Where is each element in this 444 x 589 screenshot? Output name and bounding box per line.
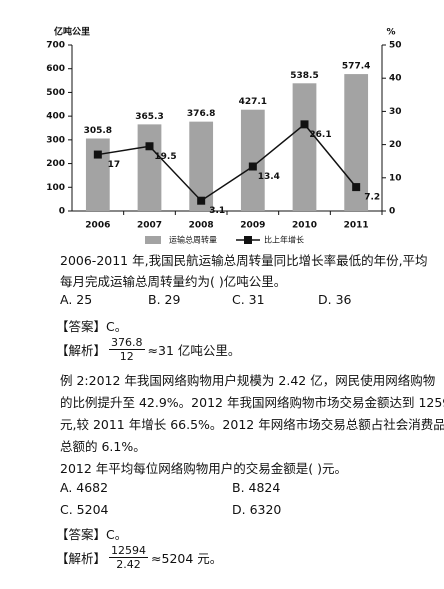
y2-tick-label: 30 (389, 107, 402, 117)
line-value-label: 17 (108, 160, 121, 170)
numerator: 12594 (109, 544, 149, 558)
line-value-label: 7.2 (364, 193, 380, 203)
x-tick-label: 2008 (189, 221, 214, 231)
bar (292, 83, 317, 211)
x-tick-label: 2007 (137, 221, 162, 231)
label: 【解析】 (56, 551, 107, 566)
bar (85, 138, 110, 211)
bar-value-label: 365.3 (135, 112, 163, 122)
q1-stem: 2006-2011 年,我国民航运输总周转量同比增长率最低的年份,平均 (60, 253, 428, 268)
chart: 亿吨公里 % 0 100 200 300 400 500 600 700 0 10 20 30 40 50… (46, 26, 402, 245)
fraction: 12594 2.42 (109, 544, 149, 571)
result: ≈5204 元。 (151, 551, 223, 566)
line-value-label: 13.4 (258, 172, 280, 182)
y-tick-label: 500 (46, 88, 65, 98)
bar-value-label: 427.1 (239, 97, 267, 107)
y-axis-label: 亿吨公里 (54, 26, 90, 38)
line-value-label: 3.1 (209, 206, 225, 216)
label: 【解析】 (56, 343, 107, 358)
x-tick-label: 2011 (344, 221, 369, 231)
q1-option: A. 25 (60, 292, 93, 307)
q1-explanation: 【解析】 376.8 12 ≈31 亿吨公里。 (56, 336, 240, 363)
line-value-label: 19.5 (154, 152, 176, 162)
y-tick-label: 100 (46, 183, 65, 193)
bar (240, 109, 265, 211)
q1-option: C. 31 (232, 292, 265, 307)
bar-value-label: 305.8 (84, 126, 112, 136)
bar (189, 121, 214, 211)
y2-tick-label: 40 (389, 74, 402, 84)
q2-option: A. 4682 (60, 480, 109, 495)
x-tick-label: 2010 (292, 221, 317, 231)
line-marker (300, 120, 309, 129)
q1-stem: 每月完成运输总周转量约为( )亿吨公里。 (60, 274, 287, 289)
y2-tick-label: 20 (389, 140, 402, 150)
q2-material: 元,较 2011 年增长 66.5%。2012 年网络市场交易总额占社会消费品零… (60, 417, 444, 432)
numerator: 376.8 (109, 336, 145, 350)
q1-option: D. 36 (318, 292, 352, 307)
y-tick-label: 0 (59, 207, 65, 217)
y-tick-label: 700 (46, 41, 65, 51)
y-tick-label: 400 (46, 112, 65, 122)
q2-material: 的比例提升至 42.9%。2012 年我国网络购物市场交易金额达到 12594 … (60, 395, 444, 410)
y-tick-label: 300 (46, 135, 65, 145)
q1-answer: 【答案】C。 (56, 319, 128, 334)
bar-value-label: 577.4 (342, 62, 370, 72)
q1-option: B. 29 (148, 292, 181, 307)
q2-option: B. 4824 (232, 480, 281, 495)
denominator: 12 (119, 350, 134, 363)
legend-label: 比上年增长 (264, 235, 304, 245)
fraction: 376.8 12 (109, 336, 145, 363)
bar (137, 124, 162, 211)
q2-explanation: 【解析】 12594 2.42 ≈5204 元。 (56, 544, 222, 571)
line-marker (197, 196, 206, 205)
q2-option: D. 6320 (232, 502, 282, 517)
y2-tick-label: 50 (389, 41, 402, 51)
q2-option: C. 5204 (60, 502, 109, 517)
bar-value-label: 376.8 (187, 109, 215, 119)
line-marker (352, 183, 361, 192)
bar (344, 74, 369, 211)
legend-label: 运输总周转量 (169, 235, 217, 245)
line-marker (248, 162, 257, 171)
y2-tick-label: 0 (389, 207, 395, 217)
q2-material: 例 2:2012 年我国网络购物用户规模为 2.42 亿，网民使用网络购物 (60, 373, 436, 388)
y2-axis-label: % (386, 28, 395, 38)
q2-stem: 2012 年平均每位网络购物用户的交易金额是( )元。 (60, 461, 348, 476)
x-tick-label: 2006 (85, 221, 110, 231)
denominator: 2.42 (116, 558, 141, 571)
line (97, 123, 357, 202)
q2-answer: 【答案】C。 (56, 527, 128, 542)
line-marker (145, 142, 154, 151)
y-tick-label: 200 (46, 159, 65, 169)
x-tick-label: 2009 (240, 221, 265, 231)
q2-material: 总额的 6.1%。 (60, 439, 146, 454)
legend-swatch (145, 236, 161, 244)
line-value-label: 26.1 (309, 130, 331, 140)
line-marker (93, 150, 102, 159)
y2-tick-label: 10 (389, 173, 402, 183)
y-tick-label: 600 (46, 64, 65, 74)
result: ≈31 亿吨公里。 (147, 343, 241, 358)
legend-swatch (244, 236, 252, 244)
bar-value-label: 538.5 (290, 71, 318, 81)
